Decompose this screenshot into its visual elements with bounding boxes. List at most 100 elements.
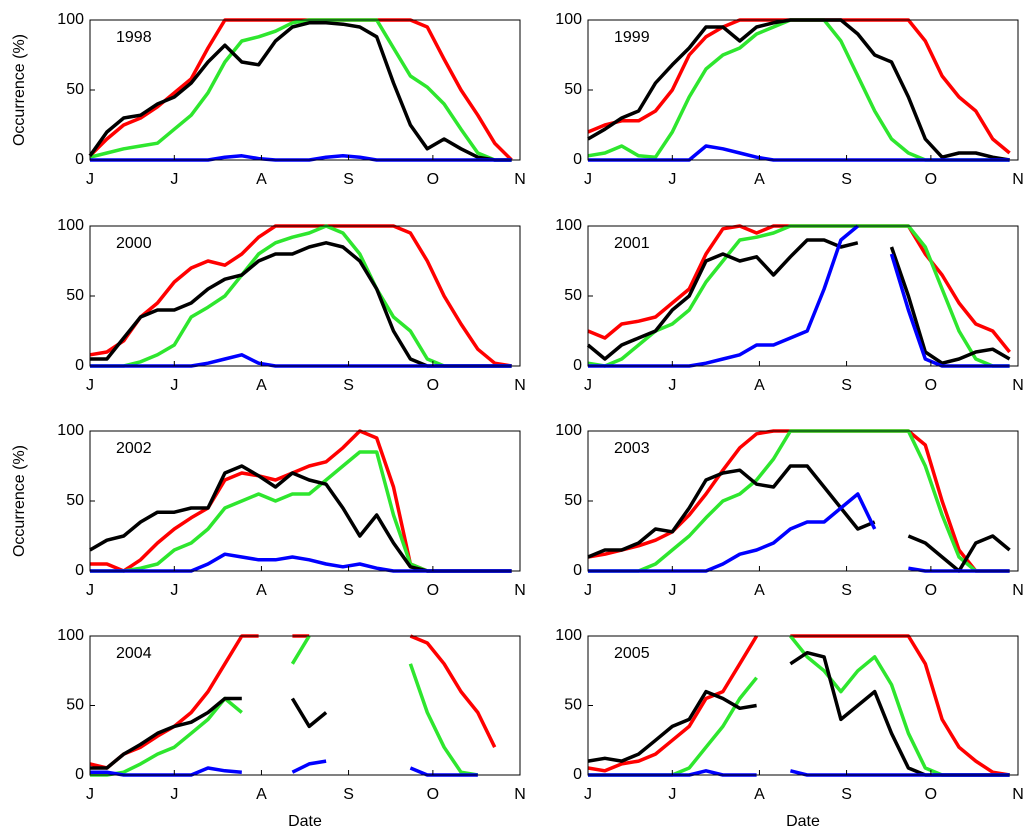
x-tick-label: J xyxy=(668,377,676,394)
y-tick-label: 100 xyxy=(555,627,582,644)
y-tick-label: 50 xyxy=(564,697,582,714)
y-tick-label: 100 xyxy=(555,217,582,234)
x-tick-label: A xyxy=(754,171,765,188)
x-tick-label: S xyxy=(343,171,354,188)
x-tick-label: J xyxy=(170,786,178,803)
x-tick-label: J xyxy=(668,582,676,599)
x-tick-label: N xyxy=(514,377,526,394)
x-tick-label: S xyxy=(841,582,852,599)
x-tick-label: J xyxy=(170,171,178,188)
panel-year: 2003 xyxy=(614,440,650,457)
y-tick-label: 0 xyxy=(75,357,84,374)
data-line xyxy=(588,769,1010,777)
x-tick-label: J xyxy=(86,786,94,803)
y-tick-label: 0 xyxy=(75,562,84,579)
panel-year: 2005 xyxy=(614,645,650,662)
panel-year: 2000 xyxy=(116,235,152,252)
y-tick-label: 50 xyxy=(66,697,84,714)
x-tick-label: A xyxy=(256,582,267,599)
data-line xyxy=(88,21,512,162)
plot-frame xyxy=(587,430,1019,572)
x-axis-label: Date xyxy=(288,813,322,830)
y-tick-label: 0 xyxy=(573,357,582,374)
x-tick-label: N xyxy=(1012,582,1024,599)
x-axis-label: Date xyxy=(786,813,820,830)
y-axis-label: Occurrence (%) xyxy=(11,445,28,557)
x-tick-label: J xyxy=(584,171,592,188)
x-tick-label: J xyxy=(668,786,676,803)
x-tick-label: J xyxy=(170,377,178,394)
x-tick-label: A xyxy=(256,786,267,803)
x-tick-label: A xyxy=(256,171,267,188)
data-line xyxy=(90,154,512,162)
y-tick-label: 100 xyxy=(555,422,582,439)
y-tick-label: 50 xyxy=(564,81,582,98)
data-line xyxy=(588,429,1010,573)
data-line xyxy=(90,552,512,573)
panel-year: 2002 xyxy=(116,440,152,457)
x-tick-label: O xyxy=(925,377,937,394)
x-tick-label: O xyxy=(427,786,439,803)
x-tick-label: J xyxy=(86,582,94,599)
x-tick-label: N xyxy=(1012,171,1024,188)
x-tick-label: S xyxy=(841,171,852,188)
y-tick-label: 100 xyxy=(57,11,84,28)
x-tick-label: O xyxy=(427,582,439,599)
y-tick-label: 50 xyxy=(66,287,84,304)
x-tick-label: O xyxy=(427,171,439,188)
data-line xyxy=(90,696,328,770)
x-tick-label: S xyxy=(841,786,852,803)
x-tick-label: A xyxy=(754,582,765,599)
y-axis-label: Occurrence (%) xyxy=(11,34,28,146)
plot-frame xyxy=(89,430,521,572)
panel-year: 2004 xyxy=(116,645,152,662)
x-tick-label: O xyxy=(925,171,937,188)
x-tick-label: J xyxy=(584,582,592,599)
data-line xyxy=(88,18,513,162)
x-tick-label: A xyxy=(754,377,765,394)
x-tick-label: S xyxy=(841,377,852,394)
y-tick-label: 0 xyxy=(573,562,582,579)
data-line xyxy=(90,224,512,368)
data-line xyxy=(587,18,1010,162)
y-tick-label: 50 xyxy=(564,492,582,509)
y-tick-label: 0 xyxy=(573,151,582,168)
y-tick-label: 100 xyxy=(57,217,84,234)
y-tick-label: 0 xyxy=(75,766,84,783)
y-tick-label: 50 xyxy=(66,81,84,98)
y-tick-label: 100 xyxy=(57,422,84,439)
y-tick-label: 0 xyxy=(75,151,84,168)
x-tick-label: J xyxy=(668,171,676,188)
x-tick-label: J xyxy=(584,786,592,803)
plot-frame xyxy=(89,19,521,161)
x-tick-label: S xyxy=(343,582,354,599)
x-tick-label: J xyxy=(86,377,94,394)
data-line xyxy=(90,759,478,777)
x-tick-label: N xyxy=(1012,786,1024,803)
x-tick-label: A xyxy=(754,786,765,803)
x-tick-label: J xyxy=(86,171,94,188)
x-tick-label: N xyxy=(514,171,526,188)
data-line xyxy=(89,464,512,573)
x-tick-label: J xyxy=(584,377,592,394)
panel-year: 2001 xyxy=(614,235,650,252)
x-tick-label: A xyxy=(256,377,267,394)
x-tick-label: J xyxy=(170,582,178,599)
x-tick-label: N xyxy=(514,582,526,599)
y-tick-label: 100 xyxy=(57,627,84,644)
y-tick-label: 50 xyxy=(66,492,84,509)
y-tick-label: 50 xyxy=(564,287,582,304)
x-tick-label: N xyxy=(514,786,526,803)
data-line xyxy=(89,18,512,162)
data-line xyxy=(587,18,1011,155)
data-line xyxy=(89,224,512,368)
x-tick-label: S xyxy=(343,377,354,394)
x-tick-label: O xyxy=(925,582,937,599)
data-line xyxy=(586,238,1011,365)
panel-year: 1998 xyxy=(116,29,152,46)
x-tick-label: N xyxy=(1012,377,1024,394)
x-tick-label: O xyxy=(925,786,937,803)
data-line xyxy=(587,429,1010,573)
x-tick-label: O xyxy=(427,377,439,394)
